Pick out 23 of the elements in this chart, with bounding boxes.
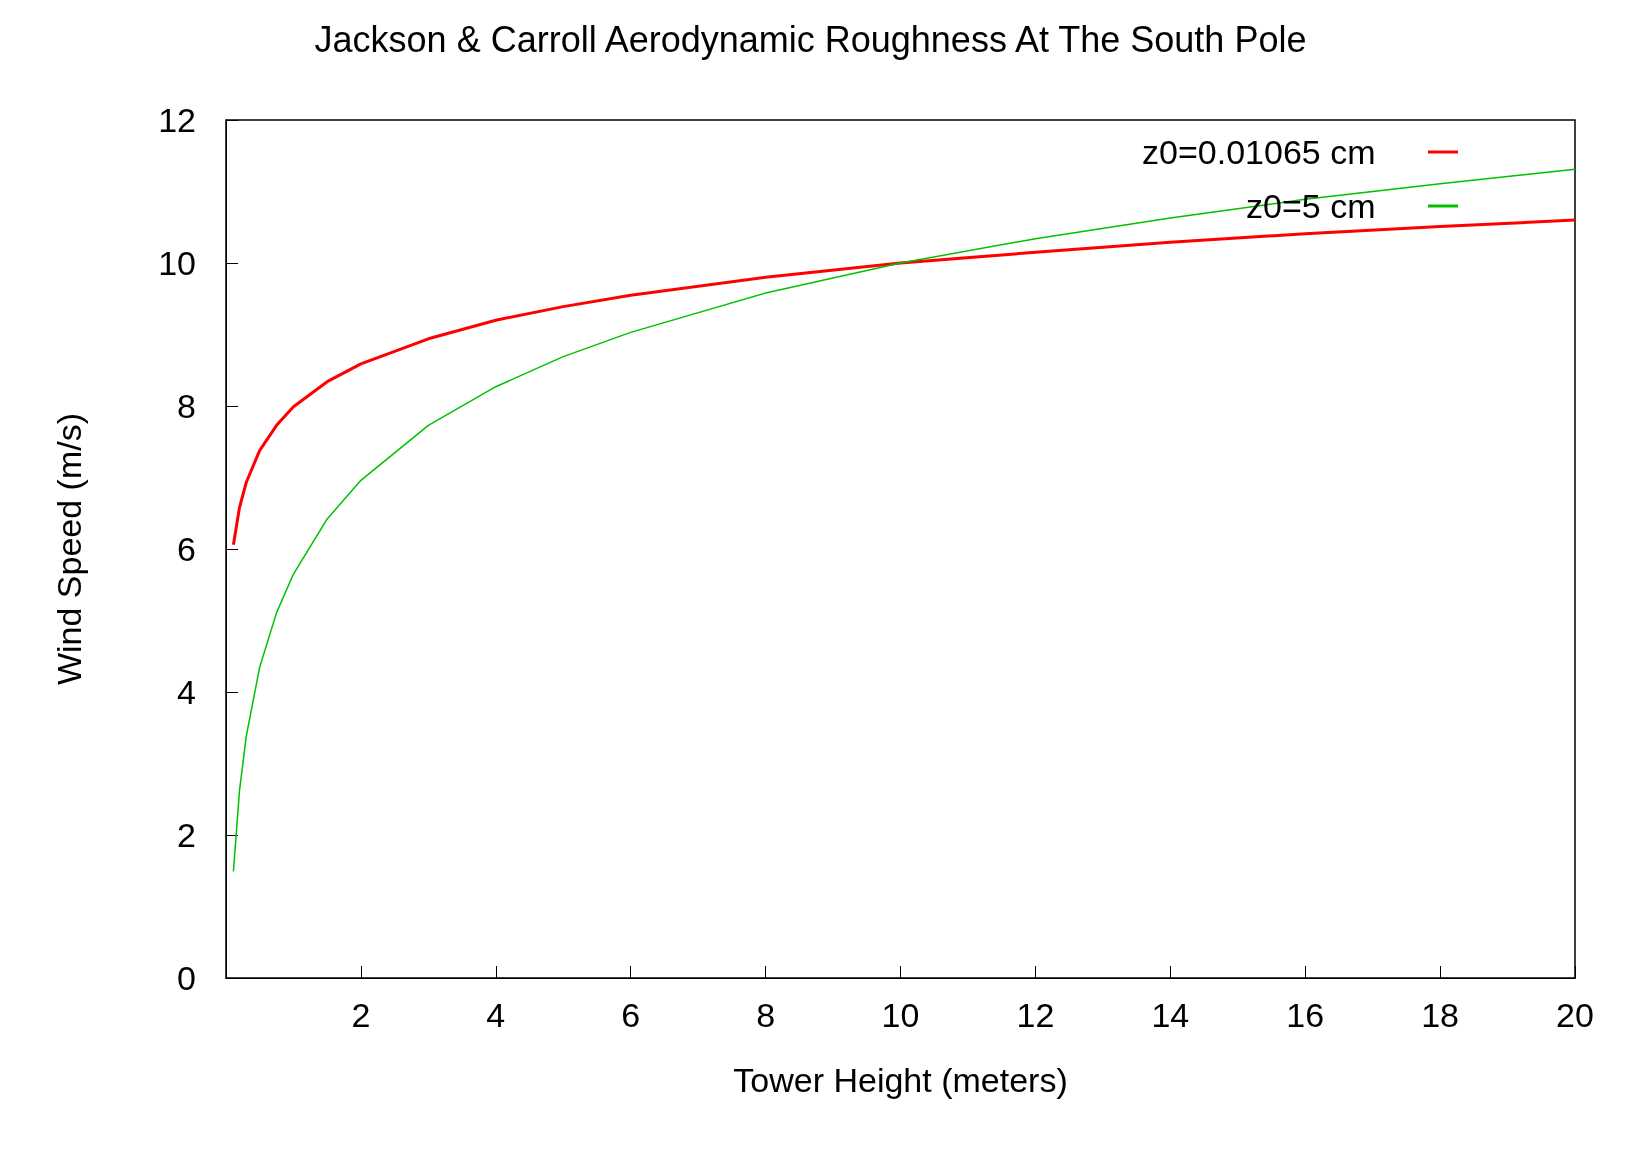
y-tick-label: 12 (158, 101, 196, 139)
y-tick-label: 4 (177, 673, 196, 711)
x-tick-label: 4 (486, 996, 506, 1034)
x-tick-label: 14 (1151, 996, 1190, 1034)
x-tick-label: 12 (1016, 996, 1055, 1034)
legend-label: z0=0.01065 cm (1142, 133, 1376, 171)
y-tick-label: 10 (158, 244, 196, 282)
x-tick-label: 18 (1421, 996, 1460, 1034)
line-series (231, 218, 1577, 547)
y-tick-label: 0 (177, 959, 196, 997)
x-tick-label: 8 (756, 996, 776, 1034)
x-tick-label: 6 (621, 996, 641, 1034)
x-axis-title: Tower Height (meters) (733, 1061, 1068, 1099)
x-tick-label: 2 (351, 996, 371, 1034)
y-axis-title: Wind Speed (m/s) (50, 412, 88, 686)
y-tick-label: 8 (177, 387, 196, 425)
line-series (232, 168, 1576, 873)
chart-title: Jackson & Carroll Aerodynamic Roughness At The South Pole (314, 18, 1307, 60)
x-tick-label: 20 (1556, 996, 1594, 1034)
y-tick-label: 6 (177, 530, 196, 568)
x-tick-label: 16 (1286, 996, 1325, 1034)
x-tick-label: 10 (881, 996, 920, 1034)
y-tick-label: 2 (177, 816, 196, 854)
